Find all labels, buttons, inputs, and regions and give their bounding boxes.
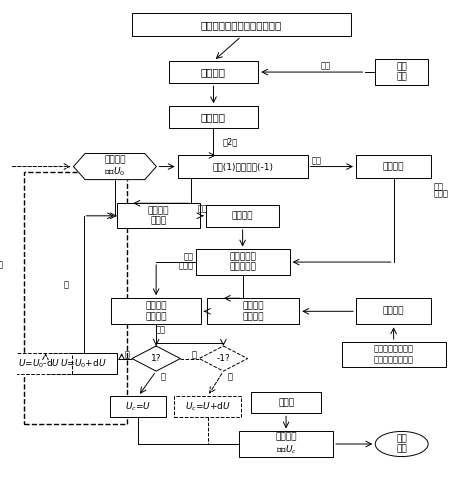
- Text: 模型选择: 模型选择: [383, 307, 404, 316]
- Text: 是: 是: [161, 372, 165, 382]
- Text: 否: 否: [192, 350, 197, 359]
- Text: 是: 是: [228, 372, 233, 382]
- FancyBboxPatch shape: [169, 106, 258, 129]
- Text: 待预测空
气间隙: 待预测空 气间隙: [148, 206, 169, 225]
- FancyBboxPatch shape: [206, 205, 279, 227]
- FancyBboxPatch shape: [110, 396, 166, 417]
- Text: 输出: 输出: [156, 325, 165, 334]
- Text: 否: 否: [125, 350, 130, 359]
- Text: 电场计算: 电场计算: [232, 211, 254, 220]
- Text: 否: 否: [0, 261, 3, 270]
- Text: 1?: 1?: [151, 354, 161, 363]
- Text: 归一化: 归一化: [178, 262, 193, 271]
- Text: 归一化: 归一化: [433, 190, 448, 199]
- FancyBboxPatch shape: [239, 431, 333, 457]
- Text: 优化后的
预测模型: 优化后的 预测模型: [145, 301, 167, 321]
- Text: 起晗(1)或未起晗(-1): 起晗(1)或未起晗(-1): [212, 162, 273, 171]
- Text: $U$=$U_0$+d$U$: $U$=$U_0$+d$U$: [60, 357, 107, 370]
- FancyBboxPatch shape: [111, 298, 201, 325]
- Text: 不同结构的典型电极空气间隙: 不同结构的典型电极空气间隙: [201, 20, 282, 30]
- Text: 分2类: 分2类: [222, 138, 238, 147]
- Text: 电晗试验: 电晗试验: [201, 67, 226, 77]
- FancyBboxPatch shape: [356, 156, 431, 177]
- Ellipse shape: [375, 431, 428, 457]
- Text: 加载电压
初値$U_0$: 加载电压 初値$U_0$: [104, 155, 126, 178]
- FancyBboxPatch shape: [251, 392, 322, 413]
- Text: $U$=$U_0$-d$U$: $U$=$U_0$-d$U$: [18, 357, 60, 370]
- Polygon shape: [132, 346, 180, 371]
- FancyBboxPatch shape: [196, 249, 290, 275]
- Text: 气象
参数: 气象 参数: [396, 62, 407, 82]
- FancyBboxPatch shape: [356, 298, 431, 325]
- Text: $U_c$=$U$: $U_c$=$U$: [125, 401, 151, 413]
- Text: 交叉验证
参数优化: 交叉验证 参数优化: [243, 301, 264, 321]
- Text: 输入: 输入: [433, 182, 444, 191]
- FancyBboxPatch shape: [375, 59, 428, 85]
- FancyBboxPatch shape: [5, 353, 72, 374]
- Polygon shape: [199, 346, 247, 371]
- FancyBboxPatch shape: [342, 342, 445, 367]
- Text: 输出: 输出: [312, 156, 322, 165]
- FancyBboxPatch shape: [131, 13, 351, 36]
- Text: 起晗电压: 起晗电压: [201, 112, 226, 122]
- Text: 网格搜索法、遗传
算法、粒子群算法: 网格搜索法、遗传 算法、粒子群算法: [374, 345, 414, 364]
- Polygon shape: [74, 154, 157, 179]
- FancyBboxPatch shape: [117, 203, 200, 228]
- Text: -1?: -1?: [217, 354, 230, 363]
- Text: 记录起晗
电压$U_c$: 记录起晗 电压$U_c$: [275, 432, 297, 456]
- Text: 误差
分析: 误差 分析: [396, 434, 407, 454]
- Text: 否: 否: [63, 280, 68, 289]
- FancyBboxPatch shape: [169, 61, 258, 83]
- FancyBboxPatch shape: [50, 353, 117, 374]
- FancyBboxPatch shape: [207, 298, 299, 325]
- Text: $U_c$=$U$+d$U$: $U_c$=$U$+d$U$: [185, 401, 231, 413]
- Text: 加载: 加载: [198, 205, 208, 214]
- Text: 电场特征量
提取和降维: 电场特征量 提取和降维: [229, 253, 256, 272]
- Text: 训练样本: 训练样本: [383, 162, 404, 171]
- Text: 试验値: 试验値: [278, 398, 294, 407]
- Text: 输入: 输入: [183, 253, 193, 262]
- Text: 修正: 修正: [321, 61, 331, 71]
- FancyBboxPatch shape: [174, 396, 241, 417]
- FancyBboxPatch shape: [178, 156, 308, 177]
